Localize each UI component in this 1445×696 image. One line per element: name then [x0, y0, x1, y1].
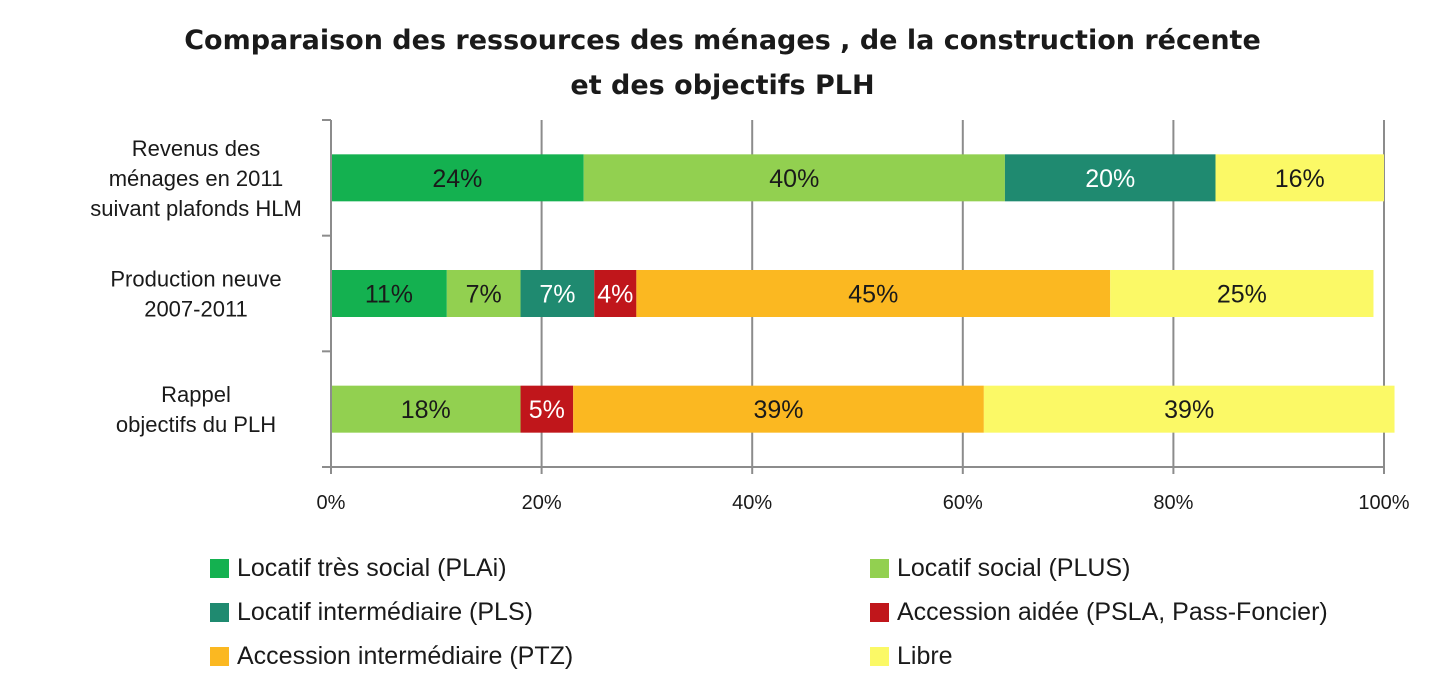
bar-segment — [331, 154, 584, 202]
data-label: 40% — [769, 165, 819, 193]
bar-segment — [583, 154, 1005, 202]
category-label: Revenus des ménages en 2011 suivant plafon… — [90, 136, 302, 221]
data-label: 11% — [365, 281, 413, 309]
bar-segment — [1004, 154, 1216, 202]
category-label: Production neuve 2007-2011 — [110, 267, 281, 322]
x-tick-label: 40% — [732, 492, 772, 514]
data-label: 25% — [1217, 281, 1267, 309]
data-label: 7% — [539, 281, 575, 309]
tick-labels: 0% 20% 40% 60% 80% 100% — [317, 492, 1410, 514]
category-label: Rappel objectifs du PLH — [116, 382, 276, 437]
bars: 24% 40% 20% 16% 11% 7% 7% 4% 45% 25% 18% 5% 39% 39% — [331, 154, 1395, 433]
bar-segment — [983, 385, 1395, 433]
data-label: 4% — [597, 281, 633, 309]
x-tick-label: 80% — [1153, 492, 1193, 514]
data-label: 16% — [1275, 165, 1325, 193]
bar-segment — [594, 270, 637, 317]
bar-segment — [331, 385, 521, 433]
bar-segment — [331, 270, 447, 317]
bar-segment — [636, 270, 1111, 317]
chart-title-line-1: Comparaison des ressources des ménages ,… — [184, 25, 1261, 56]
data-label: 18% — [401, 396, 451, 424]
x-tick-label: 0% — [317, 492, 346, 514]
x-tick-label: 60% — [943, 492, 983, 514]
data-label: 7% — [466, 281, 502, 309]
bar-segment — [520, 270, 595, 317]
data-label: 39% — [754, 396, 804, 424]
category-labels: Revenus des ménages en 2011 suivant plafon… — [90, 136, 302, 437]
data-label: 20% — [1085, 165, 1135, 193]
data-label: 39% — [1164, 396, 1214, 424]
bar-segment — [1215, 154, 1384, 202]
axes — [322, 119, 1385, 474]
data-label: 45% — [848, 281, 898, 309]
data-label: 24% — [432, 165, 482, 193]
chart-title-line-2: et des objectifs PLH — [570, 70, 875, 101]
data-label: 5% — [529, 396, 565, 424]
x-tick-label: 20% — [522, 492, 562, 514]
bar-segment — [573, 385, 984, 433]
bar-segment — [520, 385, 574, 433]
bar-segment — [1110, 270, 1374, 317]
bar-segment — [446, 270, 521, 317]
chart-title: Comparaison des ressources des ménages ,… — [0, 18, 1445, 108]
x-tick-label: 100% — [1358, 492, 1409, 514]
